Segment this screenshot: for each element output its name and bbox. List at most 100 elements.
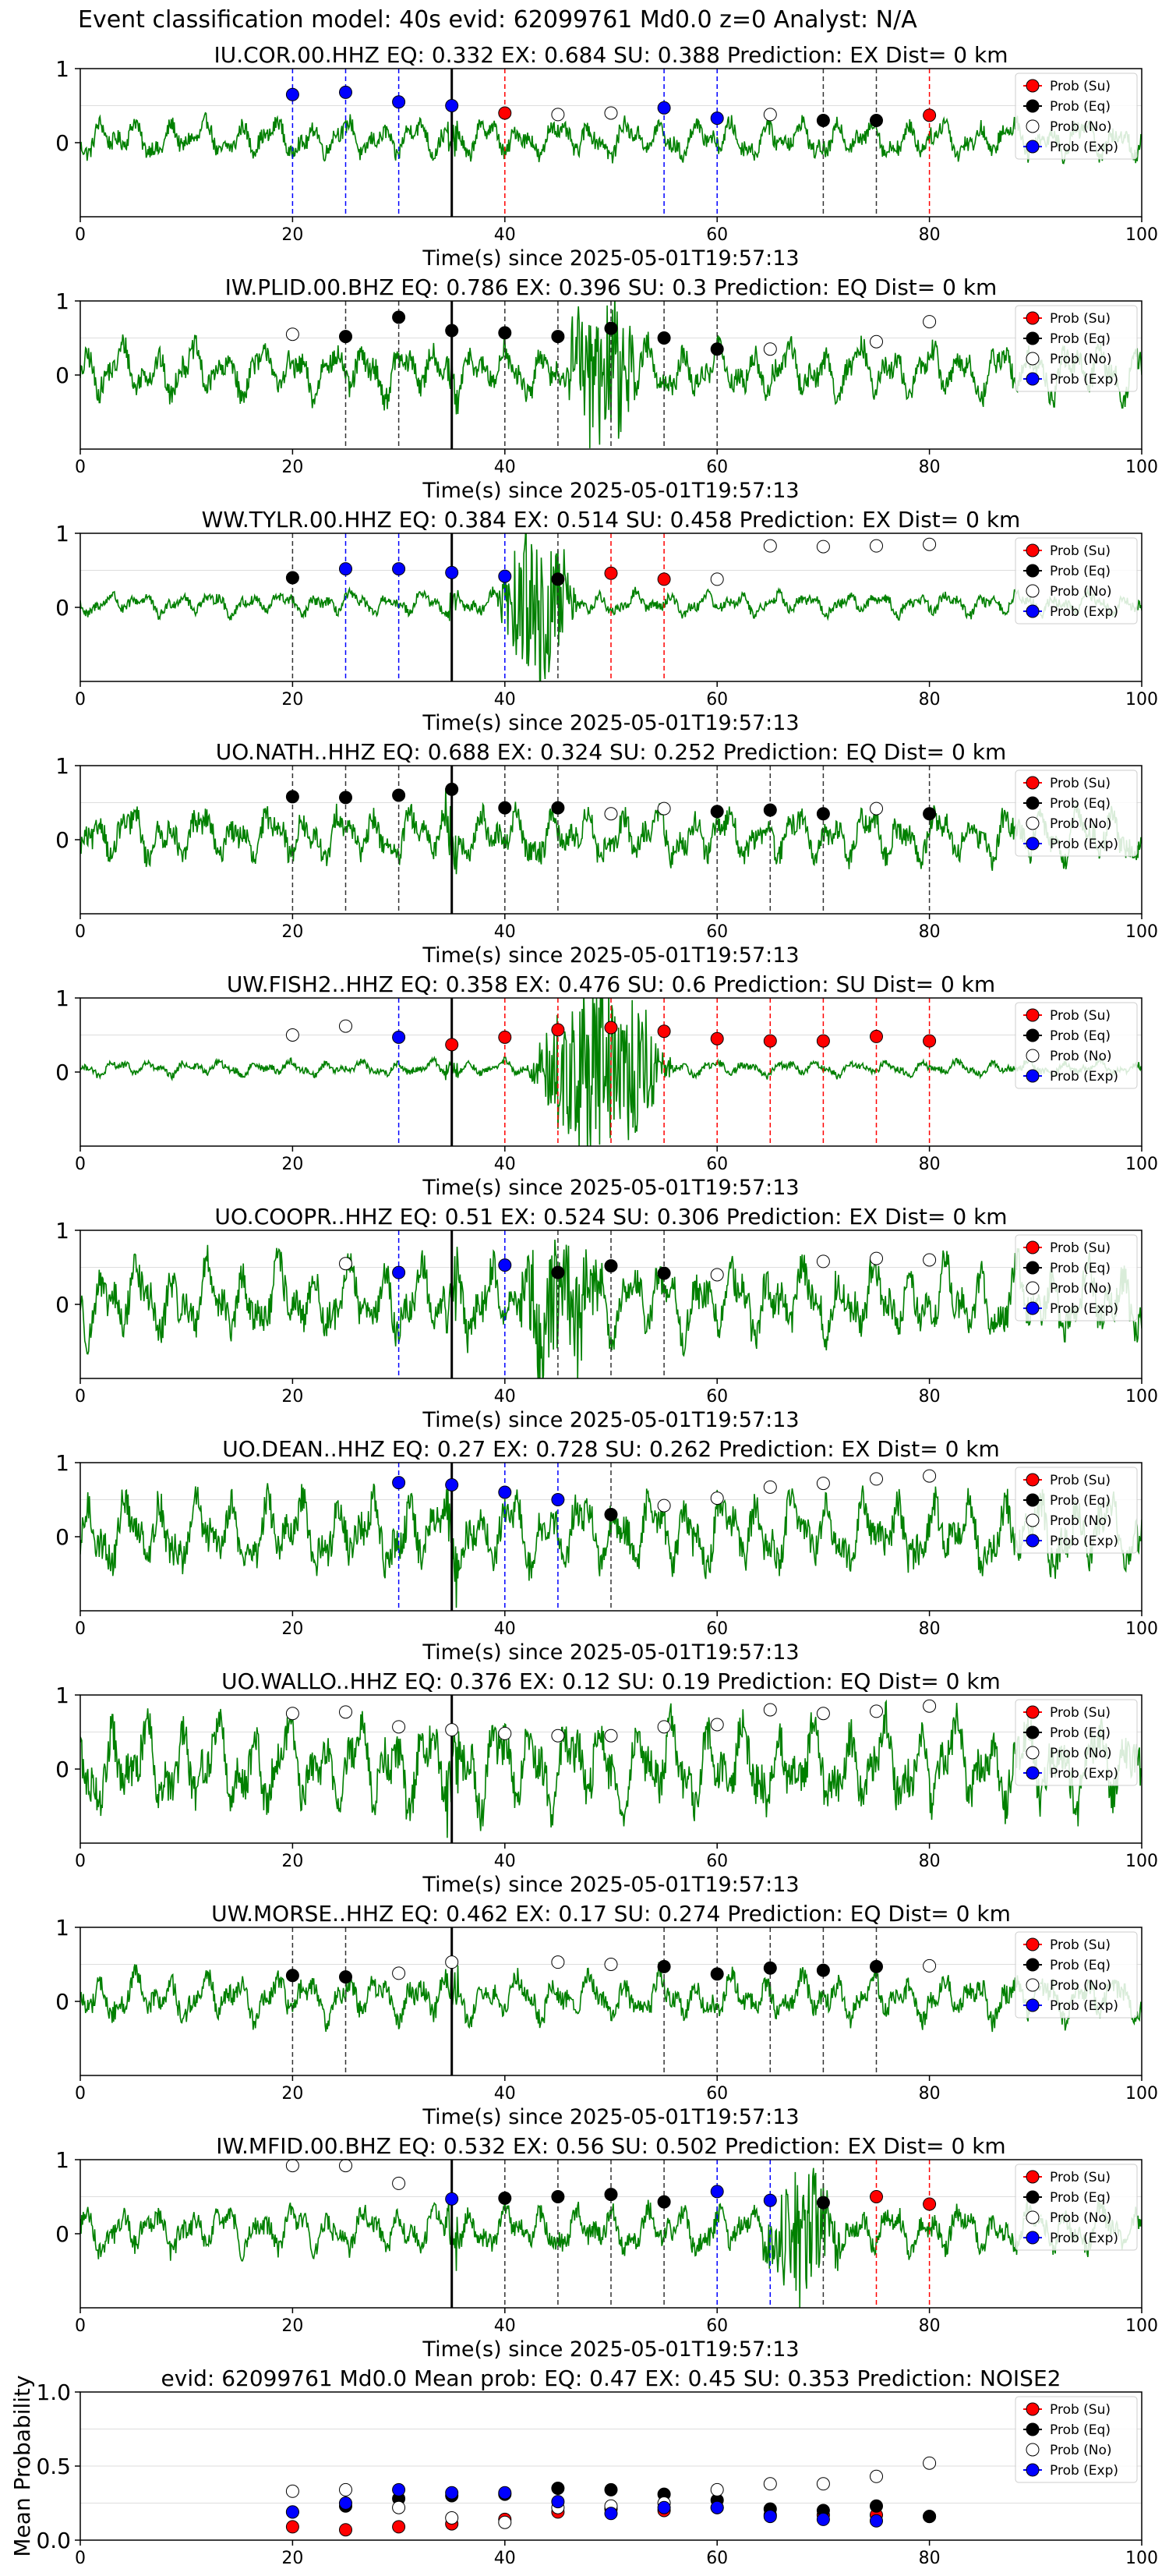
panel-title: UO.NATH..HHZ EQ: 0.688 EX: 0.324 SU: 0.2… <box>216 739 1006 765</box>
prob-point-exp <box>710 111 724 126</box>
mean-point-eq <box>870 2499 883 2513</box>
prob-point-eq <box>923 807 937 821</box>
prob-point-eq <box>498 801 512 815</box>
legend-marker-exp <box>1026 2231 1040 2245</box>
legend-marker-su <box>1026 1008 1040 1022</box>
legend-marker-su <box>1026 311 1040 325</box>
prob-point-eq <box>710 1967 724 1981</box>
x-tick-label: 100 <box>1125 1852 1158 1871</box>
prob-point-no <box>870 1472 883 1486</box>
waveform-trace <box>80 301 1142 448</box>
axes-frame <box>79 300 1143 450</box>
prob-point-su <box>816 1034 830 1048</box>
legend-marker-no <box>1026 2443 1040 2457</box>
legend-label-su: Prob (Su) <box>1050 1008 1111 1024</box>
prob-point-eq <box>445 782 459 796</box>
x-tick-label: 20 <box>281 922 303 942</box>
station-panel-9: UW.MORSE..HHZ EQ: 0.462 EX: 0.17 SU: 0.2… <box>55 1901 1158 2129</box>
legend-label-eq: Prob (Eq) <box>1050 1261 1111 1276</box>
legend-label-exp: Prob (Exp) <box>1050 140 1118 155</box>
panel-title: UO.COOPR..HHZ EQ: 0.51 EX: 0.524 SU: 0.3… <box>214 1204 1007 1230</box>
axes-frame <box>79 533 1143 682</box>
prob-point-exp <box>445 565 459 579</box>
x-tick-label: 40 <box>494 2316 516 2336</box>
x-tick-label: 0 <box>75 1619 86 1639</box>
y-tick-label: 1 <box>55 521 69 547</box>
prob-point-su <box>445 1038 459 1052</box>
prob-point-exp <box>285 87 299 101</box>
axes-frame <box>79 2391 1143 2541</box>
mean-point-su <box>392 2520 406 2534</box>
legend-marker-eq <box>1026 99 1040 113</box>
prob-point-no <box>870 539 883 553</box>
y-tick-label: 1 <box>55 985 69 1011</box>
prob-point-no <box>339 1257 352 1271</box>
y-tick-label: 0 <box>55 2221 69 2247</box>
legend-marker-eq <box>1026 331 1040 345</box>
prob-point-su <box>657 1024 671 1039</box>
x-axis-label: Time(s) since 2025-05-01T19:57:13 <box>422 479 799 503</box>
prob-point-no <box>816 1254 830 1269</box>
prob-point-no <box>551 1729 565 1743</box>
mean-point-su <box>285 2520 299 2534</box>
prob-point-no <box>710 572 724 586</box>
prob-point-no <box>710 1491 724 1506</box>
prob-point-no <box>285 1028 299 1042</box>
mean-point-no <box>285 2484 299 2498</box>
panel-title: IW.PLID.00.BHZ EQ: 0.786 EX: 0.396 SU: 0… <box>225 274 998 300</box>
prob-point-su <box>923 2197 937 2211</box>
legend-marker-no <box>1026 584 1040 598</box>
legend-marker-exp <box>1026 1069 1040 1083</box>
legend-box <box>1015 305 1138 392</box>
x-tick-label: 20 <box>281 1852 303 1871</box>
waveform-trace <box>80 1699 1142 1838</box>
legend-label-exp: Prob (Exp) <box>1050 372 1118 387</box>
y-tick-label: 0 <box>55 1757 69 1782</box>
legend-marker-no <box>1026 1746 1040 1760</box>
y-tick-label: 0 <box>55 595 69 621</box>
legend-marker-su <box>1026 543 1040 557</box>
legend-box <box>1015 1002 1138 1089</box>
legend-label-exp: Prob (Exp) <box>1050 837 1118 852</box>
legend-marker-su <box>1026 1937 1040 1951</box>
prob-point-su <box>710 1031 724 1046</box>
mean-point-exp <box>445 2486 459 2500</box>
prob-point-su <box>498 106 512 120</box>
x-tick-label: 60 <box>706 1387 728 1407</box>
legend-marker-no <box>1026 1978 1040 1992</box>
mean-point-exp <box>604 2507 618 2521</box>
prob-point-no <box>339 2159 352 2173</box>
prob-point-no <box>604 106 618 120</box>
axes-frame <box>79 68 1143 218</box>
prob-point-eq <box>657 331 671 345</box>
station-panel-10: IW.MFID.00.BHZ EQ: 0.532 EX: 0.56 SU: 0.… <box>55 2133 1158 2362</box>
prob-point-no <box>763 1703 777 1717</box>
prob-point-no <box>445 1723 459 1737</box>
legend-marker-eq <box>1026 1958 1040 1972</box>
x-axis-label: Time(s) since 2025-05-01T19:57:13 <box>422 2337 799 2362</box>
mean-point-exp <box>339 2496 352 2510</box>
prob-point-no <box>710 1268 724 1282</box>
mean-point-no <box>923 2456 937 2470</box>
waveform-trace <box>80 1961 1142 2033</box>
figure-title: Event classification model: 40s evid: 62… <box>78 6 917 34</box>
x-tick-label: 0 <box>75 2084 86 2104</box>
x-tick-label: 40 <box>494 1852 516 1871</box>
x-axis-label: Time(s) since 2025-05-01T19:57:13 <box>422 1640 799 1665</box>
x-tick-label: 0 <box>75 225 86 245</box>
legend-marker-exp <box>1026 1301 1040 1315</box>
prob-point-no <box>445 1955 459 1969</box>
legend-label-su: Prob (Su) <box>1050 2170 1111 2185</box>
legend-label-eq: Prob (Eq) <box>1050 2190 1111 2206</box>
prob-point-eq <box>816 114 830 127</box>
prob-point-eq <box>392 310 406 324</box>
legend-label-no: Prob (No) <box>1050 1746 1112 1761</box>
mean-point-eq <box>923 2510 937 2524</box>
station-panel-1: IU.COR.00.HHZ EQ: 0.332 EX: 0.684 SU: 0.… <box>55 42 1158 271</box>
y-tick-label: 0 <box>55 827 69 853</box>
y-tick-label: 0.0 <box>36 2528 71 2553</box>
legend-marker-exp <box>1026 604 1040 618</box>
waveform-trace <box>80 533 1142 681</box>
prob-point-eq <box>551 2190 565 2203</box>
prob-point-no <box>870 801 883 816</box>
